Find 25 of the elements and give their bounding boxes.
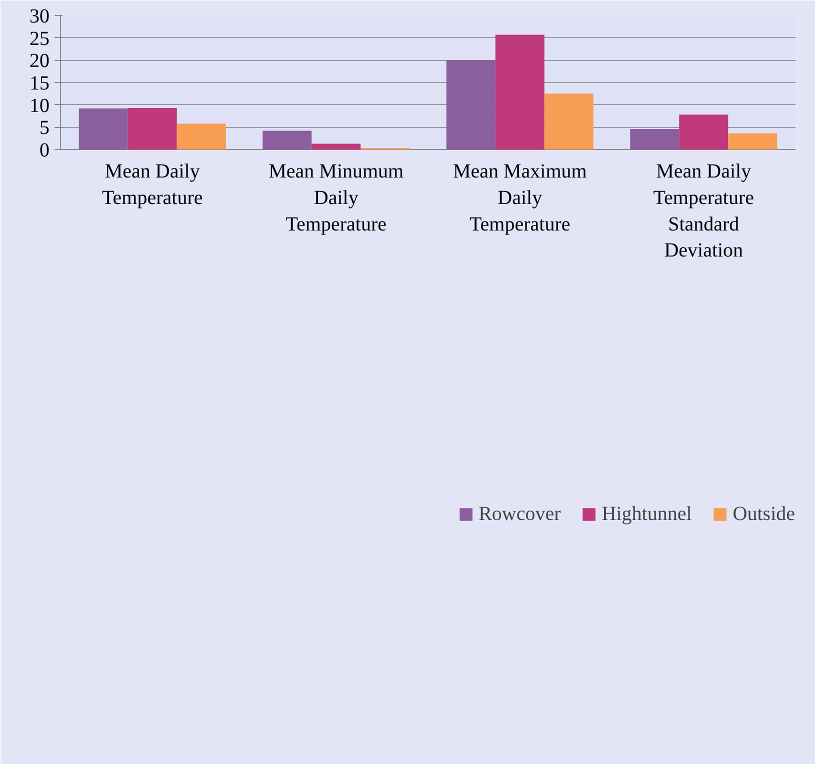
bar <box>128 108 177 150</box>
y-tick-label: 20 <box>30 50 50 72</box>
bar <box>728 133 778 150</box>
x-tick-label: Mean Daily Temperature Standard Deviation <box>653 160 754 262</box>
bar <box>312 144 361 150</box>
bar <box>78 108 128 150</box>
bar <box>495 34 544 150</box>
bar <box>446 60 496 150</box>
y-tick-label: 5 <box>40 117 50 140</box>
y-tick-label: 0 <box>40 140 50 162</box>
y-tick-label: 25 <box>30 28 50 50</box>
legend-label: Hightunnel <box>602 502 692 526</box>
x-tick-label: Mean Maximum Daily Temperature <box>452 160 588 236</box>
legend-label: Rowcover <box>478 502 561 526</box>
y-tick-label: 15 <box>30 72 50 94</box>
bar <box>630 128 680 150</box>
bar <box>176 124 226 150</box>
y-tick-label: 10 <box>30 94 50 117</box>
bar <box>262 130 312 150</box>
x-tick-label: Mean Minumum Daily Temperature <box>268 160 404 236</box>
legend-label: Outside <box>732 502 795 526</box>
bar <box>679 114 728 150</box>
bar <box>544 94 594 150</box>
y-tick-label: 30 <box>30 6 50 28</box>
x-tick-label: Mean Daily Temperature <box>102 160 203 209</box>
